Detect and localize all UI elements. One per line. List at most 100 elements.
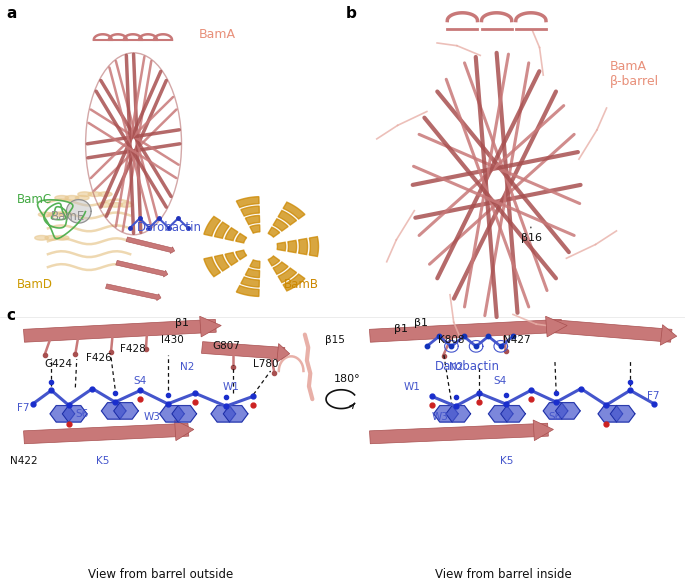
Polygon shape	[543, 403, 568, 419]
Polygon shape	[278, 268, 297, 282]
Text: G807: G807	[212, 341, 240, 351]
Text: L780: L780	[253, 359, 279, 369]
Polygon shape	[277, 343, 290, 362]
Text: a: a	[7, 6, 17, 21]
Text: F426: F426	[86, 353, 112, 363]
Text: G424: G424	[45, 359, 73, 369]
Polygon shape	[547, 319, 672, 342]
Polygon shape	[101, 403, 126, 419]
FancyArrow shape	[126, 237, 175, 254]
Polygon shape	[546, 316, 567, 337]
Polygon shape	[214, 222, 229, 238]
Polygon shape	[299, 238, 308, 255]
Polygon shape	[610, 406, 635, 422]
Polygon shape	[501, 406, 525, 422]
Polygon shape	[273, 262, 288, 274]
Polygon shape	[78, 192, 92, 197]
Polygon shape	[201, 342, 285, 359]
Text: W1: W1	[223, 382, 240, 392]
Polygon shape	[214, 255, 229, 271]
Text: F7: F7	[17, 403, 29, 413]
Text: β1: β1	[175, 318, 188, 328]
Polygon shape	[598, 406, 623, 422]
Text: N2: N2	[180, 362, 195, 372]
Polygon shape	[204, 217, 221, 236]
Text: F7: F7	[647, 391, 660, 401]
Polygon shape	[236, 197, 259, 207]
Polygon shape	[175, 420, 194, 441]
Text: β15: β15	[325, 335, 345, 345]
Text: View from barrel inside: View from barrel inside	[435, 568, 572, 581]
Polygon shape	[49, 212, 62, 217]
Polygon shape	[35, 235, 49, 240]
Polygon shape	[99, 192, 112, 197]
Polygon shape	[55, 235, 69, 240]
Polygon shape	[225, 228, 238, 241]
Text: BamE: BamE	[51, 210, 86, 223]
Polygon shape	[88, 192, 102, 197]
Polygon shape	[310, 237, 319, 257]
Text: BamA: BamA	[199, 28, 236, 41]
Polygon shape	[434, 406, 458, 422]
Text: N427: N427	[503, 335, 531, 345]
Text: β16: β16	[521, 232, 542, 242]
Polygon shape	[446, 406, 471, 422]
Polygon shape	[278, 211, 297, 225]
Text: S6: S6	[75, 409, 88, 419]
Text: β1: β1	[414, 318, 428, 328]
Polygon shape	[55, 195, 68, 200]
Polygon shape	[277, 242, 286, 251]
Polygon shape	[245, 268, 260, 278]
Text: BamC: BamC	[17, 193, 52, 205]
Text: S4: S4	[134, 376, 147, 386]
Polygon shape	[172, 406, 197, 422]
Text: W1: W1	[404, 382, 421, 392]
Polygon shape	[99, 203, 112, 207]
Polygon shape	[75, 195, 89, 200]
Text: F428: F428	[120, 344, 146, 354]
Polygon shape	[200, 316, 221, 337]
Polygon shape	[65, 195, 79, 200]
Polygon shape	[109, 203, 123, 207]
Polygon shape	[245, 215, 260, 225]
Polygon shape	[225, 252, 238, 265]
Text: S4: S4	[493, 376, 506, 386]
Text: K5: K5	[500, 456, 514, 465]
Text: b: b	[346, 6, 357, 21]
Polygon shape	[556, 403, 580, 419]
Text: View from barrel outside: View from barrel outside	[88, 568, 234, 581]
Polygon shape	[160, 406, 184, 422]
Text: β1: β1	[394, 323, 408, 333]
Text: c: c	[7, 308, 16, 323]
Polygon shape	[223, 406, 248, 422]
Polygon shape	[66, 200, 91, 223]
Text: β-barrel: β-barrel	[610, 75, 659, 88]
FancyArrow shape	[116, 261, 168, 277]
Polygon shape	[59, 212, 73, 217]
Polygon shape	[283, 274, 305, 291]
Polygon shape	[660, 325, 677, 345]
Text: BamB: BamB	[284, 278, 319, 291]
Polygon shape	[62, 406, 87, 422]
Polygon shape	[23, 319, 216, 342]
Polygon shape	[241, 277, 260, 287]
Polygon shape	[250, 260, 260, 268]
Polygon shape	[268, 256, 279, 266]
Polygon shape	[273, 219, 288, 231]
Text: S6: S6	[548, 411, 561, 421]
Text: K5: K5	[96, 456, 110, 465]
Polygon shape	[283, 202, 305, 219]
Polygon shape	[38, 212, 52, 217]
Polygon shape	[288, 240, 297, 253]
Text: W3: W3	[144, 411, 161, 421]
Polygon shape	[114, 403, 138, 419]
Polygon shape	[23, 423, 189, 444]
Polygon shape	[488, 406, 513, 422]
Polygon shape	[119, 203, 133, 207]
Text: N2: N2	[449, 362, 463, 372]
Text: W3: W3	[432, 411, 449, 421]
Text: I430: I430	[161, 335, 184, 345]
Polygon shape	[236, 234, 247, 243]
Text: 180°: 180°	[334, 373, 360, 383]
Polygon shape	[45, 235, 59, 240]
